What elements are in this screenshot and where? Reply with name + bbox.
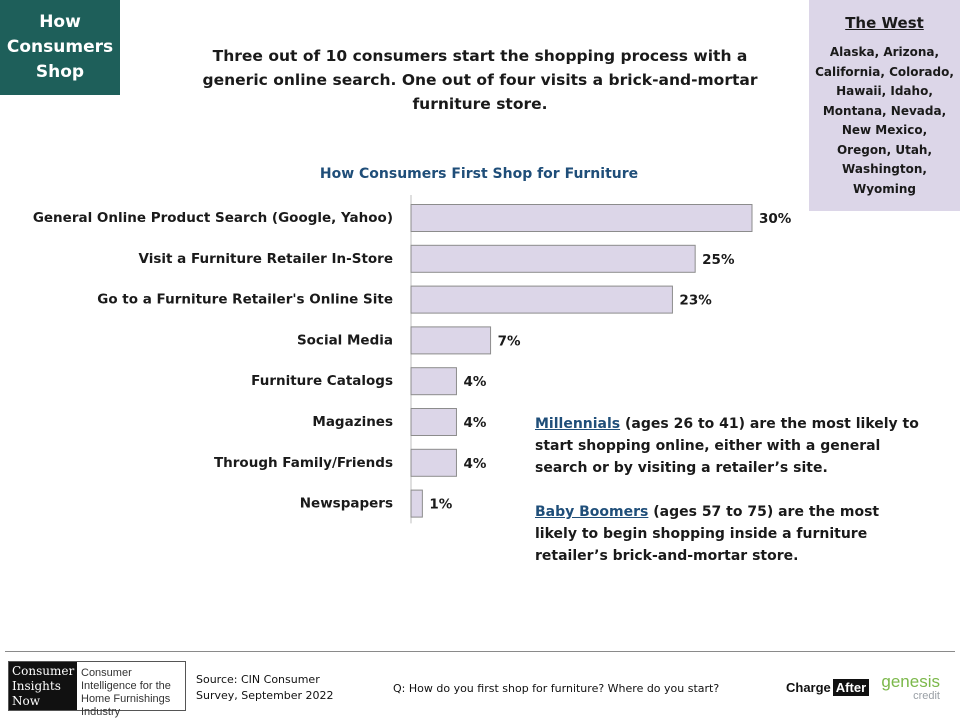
- value-label: 23%: [679, 293, 712, 309]
- region-panel: The West Alaska, Arizona, California, Co…: [809, 0, 960, 211]
- insight-boomers: Baby Boomers (ages 57 to 75) are the mos…: [535, 501, 920, 567]
- headline: Three out of 10 consumers start the shop…: [202, 47, 758, 113]
- bar: [410, 244, 696, 273]
- cin-logo-tagline: Consumer Intelligence for the Home Furni…: [81, 667, 171, 718]
- value-label: 4%: [463, 456, 486, 472]
- chargeafter-logo-part: After: [832, 679, 870, 696]
- insight-term: Millennials: [535, 416, 621, 432]
- value-label: 30%: [759, 211, 792, 227]
- region-states: Alaska, Arizona, California, Colorado, H…: [815, 45, 954, 196]
- category-label: Go to a Furniture Retailer's Online Site: [97, 292, 393, 308]
- chart-title: How Consumers First Shop for Furniture: [319, 166, 639, 182]
- insights-panel: Millennials (ages 26 to 41) are the most…: [535, 413, 920, 589]
- category-label: Through Family/Friends: [214, 455, 393, 471]
- category-label: Social Media: [297, 332, 393, 348]
- cin-logo-wordmark: Consumer Insights Now: [9, 662, 77, 710]
- genesis-logo: genesis credit: [876, 672, 940, 702]
- section-badge: How Consumers Shop: [0, 0, 120, 95]
- value-label: 1%: [429, 497, 452, 513]
- category-label: Magazines: [312, 414, 393, 430]
- badge-line: Shop: [35, 62, 85, 82]
- insight-text: (ages 26 to 41) are the most likely to s…: [535, 416, 919, 476]
- bar: [410, 448, 457, 477]
- genesis-logo-part: genesis: [881, 672, 940, 691]
- bar: [410, 367, 457, 396]
- chargeafter-logo-part: Charge: [786, 680, 831, 695]
- footer-divider: [5, 651, 955, 652]
- bar: [410, 285, 673, 314]
- cin-logo: Consumer Insights Now Consumer Intellige…: [8, 661, 186, 718]
- insight-term: Baby Boomers: [535, 504, 649, 520]
- badge-line: Consumers: [6, 37, 114, 57]
- value-label: 4%: [463, 415, 486, 431]
- bar: [410, 326, 492, 355]
- category-label: General Online Product Search (Google, Y…: [33, 210, 393, 226]
- insight-millennials: Millennials (ages 26 to 41) are the most…: [535, 413, 920, 479]
- bar: [410, 204, 753, 232]
- genesis-logo-part: credit: [913, 690, 940, 702]
- value-label: 7%: [498, 333, 521, 349]
- badge-line: How: [39, 12, 81, 32]
- value-label: 25%: [702, 252, 735, 268]
- bar-chart: General Online Product Search (Google, Y…: [33, 195, 792, 524]
- category-label: Visit a Furniture Retailer In-Store: [139, 251, 393, 267]
- bar: [410, 489, 423, 518]
- chargeafter-logo: Charge After: [786, 679, 870, 696]
- source-note: Source: CIN Consumer Survey, September 2…: [196, 673, 334, 702]
- category-label: Newspapers: [300, 496, 393, 512]
- value-label: 4%: [463, 374, 486, 390]
- insight-text: (ages 57 to 75) are the most likely to b…: [535, 504, 880, 564]
- region-title: The West: [845, 14, 924, 32]
- question-note: Q: How do you first shop for furniture? …: [393, 682, 720, 695]
- bar: [410, 408, 457, 436]
- category-label: Furniture Catalogs: [251, 373, 393, 389]
